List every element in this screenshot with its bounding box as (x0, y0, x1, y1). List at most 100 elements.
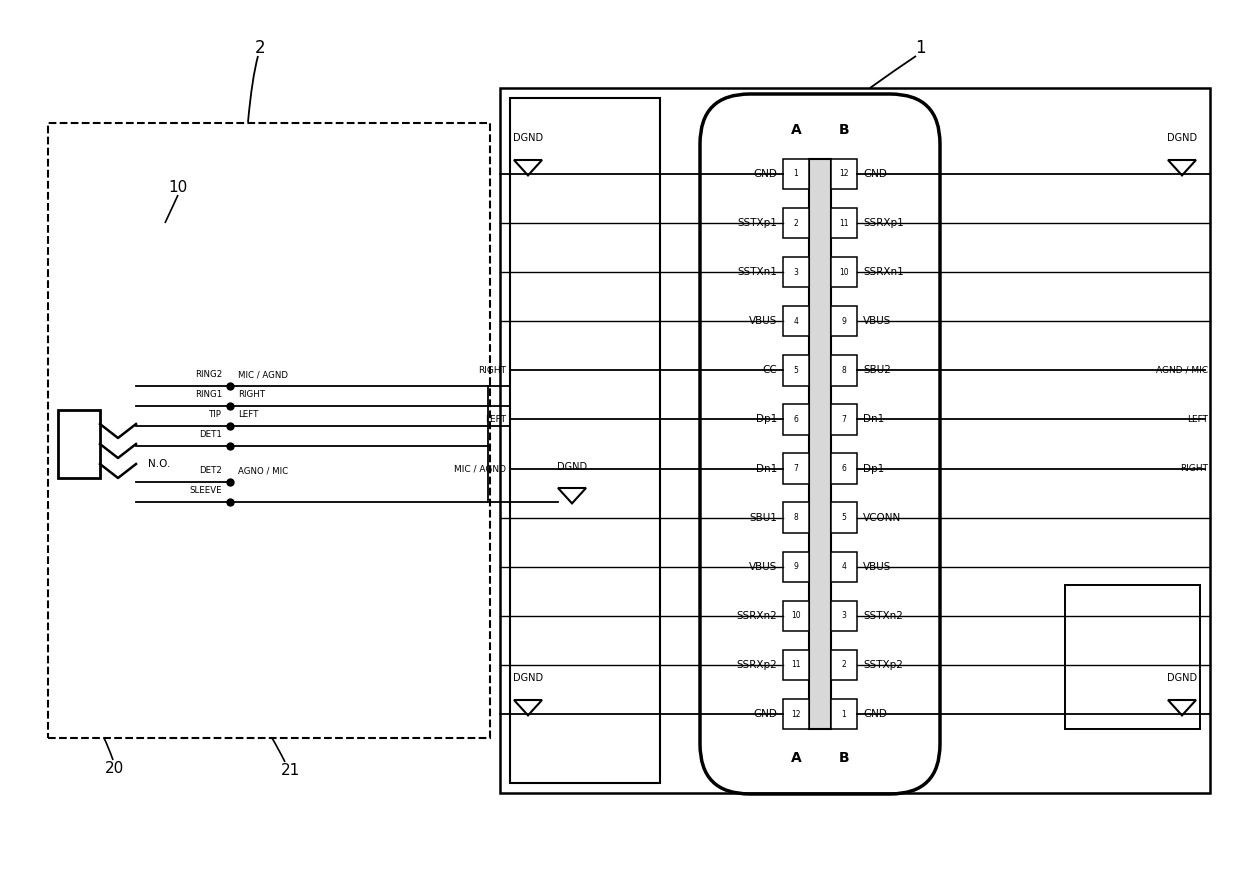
Text: 1: 1 (842, 710, 847, 718)
Text: 2: 2 (842, 661, 847, 670)
Text: RIGHT: RIGHT (1180, 464, 1208, 473)
Bar (782, 454, 808, 484)
Text: AGNO / MIC: AGNO / MIC (238, 466, 288, 475)
Text: 11: 11 (791, 661, 801, 670)
Text: 2: 2 (794, 218, 799, 227)
Text: SBU2: SBU2 (863, 365, 890, 376)
Bar (831, 650, 857, 680)
Bar (782, 600, 808, 631)
Text: SSRXp2: SSRXp2 (737, 660, 777, 670)
Text: 4: 4 (842, 562, 847, 571)
Text: DGND: DGND (513, 133, 543, 143)
Bar (1065, 585, 1200, 729)
Bar (782, 699, 808, 729)
Text: DET2: DET2 (200, 466, 222, 475)
Text: B: B (838, 123, 849, 137)
Text: 3: 3 (794, 267, 799, 277)
Bar (500, 88, 1210, 793)
Bar (510, 98, 660, 783)
Text: Dp1: Dp1 (863, 464, 884, 473)
Text: 1: 1 (915, 39, 925, 57)
Text: DGND: DGND (1167, 673, 1197, 683)
Bar (782, 503, 808, 533)
Bar (782, 306, 808, 337)
Text: VBUS: VBUS (863, 316, 892, 326)
Bar (782, 159, 808, 189)
Text: DGND: DGND (1167, 133, 1197, 143)
Text: 6: 6 (794, 415, 799, 424)
Text: GND: GND (863, 709, 887, 719)
Text: TIP: TIP (210, 410, 222, 419)
Bar (782, 404, 808, 434)
Text: GND: GND (863, 169, 887, 179)
Bar (831, 306, 857, 337)
Text: SSTXp1: SSTXp1 (737, 218, 777, 228)
Text: DET1: DET1 (200, 430, 222, 439)
Text: VCONN: VCONN (863, 512, 901, 523)
Bar (831, 257, 857, 288)
Text: MIC / AGND: MIC / AGND (454, 464, 506, 473)
Bar (831, 159, 857, 189)
Text: 7: 7 (842, 415, 847, 424)
Text: SLEEVE: SLEEVE (190, 486, 222, 495)
Text: MIC / AGND: MIC / AGND (238, 370, 288, 379)
Text: A: A (791, 751, 801, 765)
Bar (782, 257, 808, 288)
Text: 1: 1 (794, 170, 799, 178)
Bar (782, 650, 808, 680)
Text: SSTXn1: SSTXn1 (737, 267, 777, 277)
Bar (782, 551, 808, 582)
Text: RIGHT: RIGHT (238, 390, 265, 399)
Text: SSTXp2: SSTXp2 (863, 660, 903, 670)
Text: 9: 9 (842, 317, 847, 326)
Bar (48, 123, 490, 738)
Text: 4: 4 (794, 317, 799, 326)
Bar (831, 208, 857, 238)
Text: 12: 12 (839, 170, 848, 178)
Bar (808, 159, 831, 729)
Bar (831, 600, 857, 631)
Bar (58, 410, 100, 478)
Text: 7: 7 (794, 464, 799, 473)
Text: 11: 11 (839, 218, 848, 227)
Text: GND: GND (753, 709, 777, 719)
Bar (831, 699, 857, 729)
Text: RING1: RING1 (195, 390, 222, 399)
Bar (782, 208, 808, 238)
Bar (831, 454, 857, 484)
Text: 8: 8 (842, 366, 847, 375)
Text: 10: 10 (791, 611, 801, 621)
Text: Dp1: Dp1 (755, 415, 777, 424)
Bar (831, 355, 857, 385)
Text: 3: 3 (842, 611, 847, 621)
Text: 2: 2 (254, 39, 265, 57)
Text: SBU1: SBU1 (749, 512, 777, 523)
Text: RIGHT: RIGHT (477, 366, 506, 375)
Text: 12: 12 (791, 710, 801, 718)
Text: DGND: DGND (513, 673, 543, 683)
Text: 20: 20 (105, 760, 125, 775)
Bar (831, 551, 857, 582)
Text: VBUS: VBUS (863, 562, 892, 572)
Text: SSRXn1: SSRXn1 (863, 267, 904, 277)
Text: RING2: RING2 (195, 370, 222, 379)
Bar (831, 404, 857, 434)
Text: Dn1: Dn1 (755, 464, 777, 473)
Text: 5: 5 (794, 366, 799, 375)
Text: 10: 10 (169, 180, 187, 195)
Text: 21: 21 (280, 763, 300, 778)
Text: GND: GND (753, 169, 777, 179)
Text: SSTXn2: SSTXn2 (863, 611, 903, 621)
Text: SSRXn2: SSRXn2 (737, 611, 777, 621)
Text: VBUS: VBUS (749, 562, 777, 572)
Text: LEFT: LEFT (238, 410, 258, 419)
Text: 10: 10 (839, 267, 849, 277)
Text: 8: 8 (794, 513, 799, 522)
Text: AGND / MIC: AGND / MIC (1156, 366, 1208, 375)
Text: Dn1: Dn1 (863, 415, 884, 424)
Text: 6: 6 (842, 464, 847, 473)
Text: SSRXp1: SSRXp1 (863, 218, 904, 228)
Text: DGND: DGND (557, 462, 587, 472)
Text: VBUS: VBUS (749, 316, 777, 326)
Text: B: B (838, 751, 849, 765)
